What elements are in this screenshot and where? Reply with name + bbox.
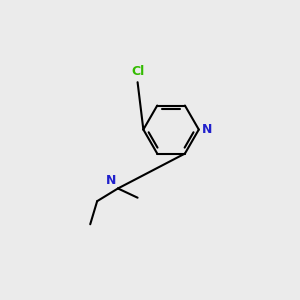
Text: N: N	[202, 123, 212, 136]
Text: N: N	[106, 174, 116, 187]
Text: Cl: Cl	[131, 65, 144, 78]
